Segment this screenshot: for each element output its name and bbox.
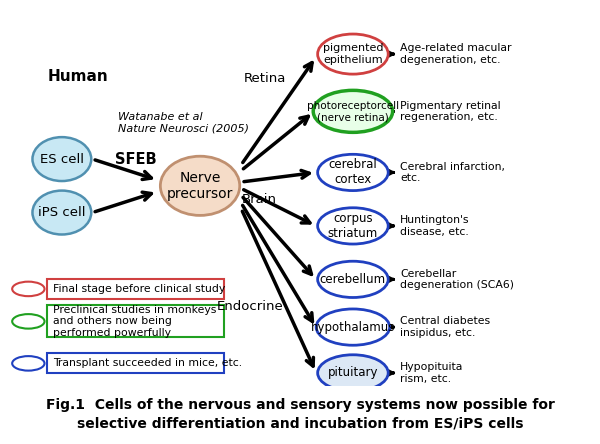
Text: SFEB: SFEB [115, 151, 157, 166]
Ellipse shape [12, 356, 44, 371]
FancyBboxPatch shape [47, 353, 224, 373]
Ellipse shape [32, 190, 91, 234]
Text: Cerebellar
degeneration (SCA6): Cerebellar degeneration (SCA6) [400, 269, 514, 290]
Text: Human: Human [47, 70, 108, 84]
Text: Preclinical studies in monkeys
and others now being
performed powerfully: Preclinical studies in monkeys and other… [53, 305, 217, 338]
Ellipse shape [12, 314, 44, 329]
Text: iPS cell: iPS cell [38, 206, 86, 219]
Text: Brain: Brain [241, 193, 277, 206]
Text: selective differentiation and incubation from ES/iPS cells: selective differentiation and incubation… [77, 417, 523, 431]
Ellipse shape [316, 309, 389, 345]
Text: Central diabetes
insipidus, etc.: Central diabetes insipidus, etc. [400, 316, 490, 338]
Text: Transplant succeeded in mice, etc.: Transplant succeeded in mice, etc. [53, 358, 242, 369]
Ellipse shape [317, 155, 388, 190]
Text: Watanabe et al
Nature Neurosci (2005): Watanabe et al Nature Neurosci (2005) [118, 112, 249, 134]
Ellipse shape [317, 208, 388, 244]
Text: hypothalamus: hypothalamus [311, 321, 395, 333]
Text: Fig.1  Cells of the nervous and sensory systems now possible for: Fig.1 Cells of the nervous and sensory s… [46, 398, 554, 412]
Text: pituitary: pituitary [328, 366, 378, 380]
Text: Cerebral infarction,
etc.: Cerebral infarction, etc. [400, 162, 505, 183]
Text: Endocrine: Endocrine [217, 300, 283, 313]
FancyBboxPatch shape [47, 305, 224, 337]
Ellipse shape [32, 137, 91, 181]
Ellipse shape [12, 281, 44, 296]
Text: Retina: Retina [244, 72, 286, 85]
Text: cerebral
cortex: cerebral cortex [329, 159, 377, 186]
Text: pigmented
epithelium: pigmented epithelium [323, 43, 383, 65]
Text: ES cell: ES cell [40, 153, 84, 166]
Text: corpus
striatum: corpus striatum [328, 212, 378, 240]
Text: Nerve
precursor: Nerve precursor [167, 170, 233, 201]
Text: Final stage before clinical study: Final stage before clinical study [53, 284, 225, 294]
Ellipse shape [313, 91, 392, 132]
FancyBboxPatch shape [47, 278, 224, 299]
Text: photoreceptorcell
(nerve retina): photoreceptorcell (nerve retina) [307, 100, 399, 122]
Text: Pigmentary retinal
regeneration, etc.: Pigmentary retinal regeneration, etc. [400, 100, 500, 122]
Ellipse shape [317, 355, 388, 391]
Text: cerebellum: cerebellum [320, 273, 386, 286]
Ellipse shape [317, 34, 388, 74]
Text: Hypopituita
rism, etc.: Hypopituita rism, etc. [400, 362, 463, 384]
Ellipse shape [160, 156, 240, 215]
Ellipse shape [317, 261, 388, 297]
Text: Huntington's
disease, etc.: Huntington's disease, etc. [400, 215, 469, 237]
Text: Age-related macular
degeneration, etc.: Age-related macular degeneration, etc. [400, 43, 511, 65]
